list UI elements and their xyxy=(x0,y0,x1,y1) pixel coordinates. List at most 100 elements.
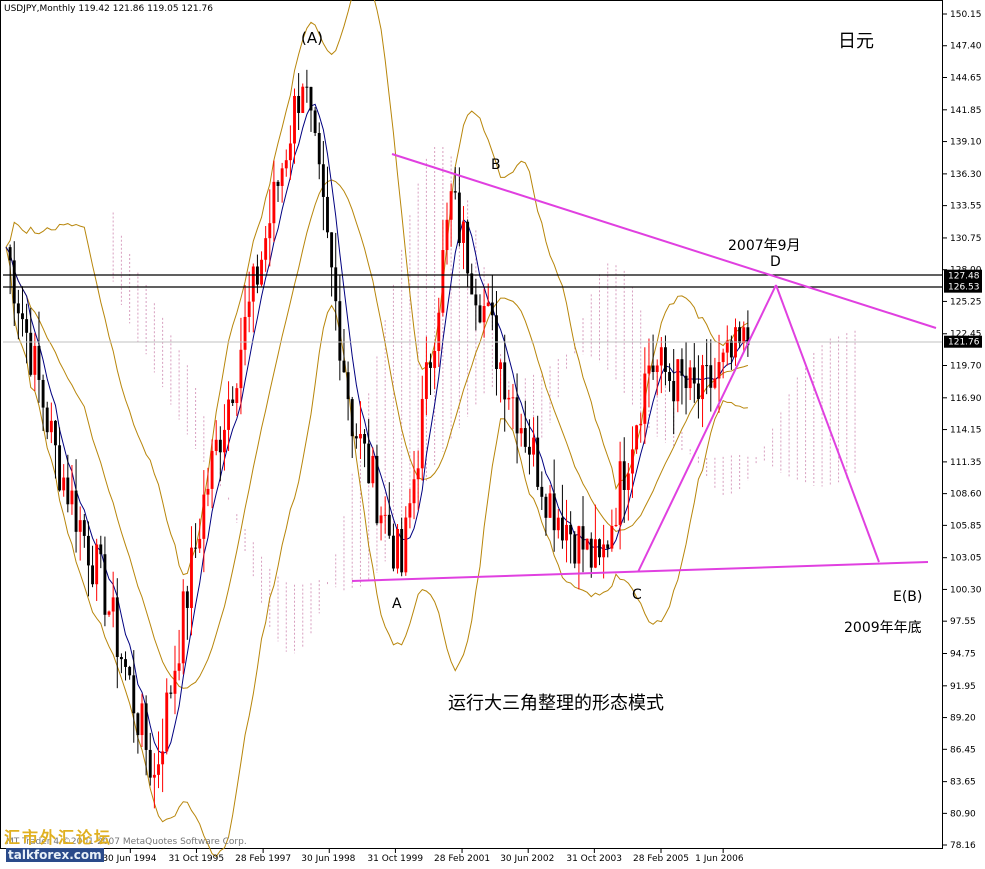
copyright-text: MT Trader 4 ©2001-2007 MetaQuotes Softwa… xyxy=(6,837,247,847)
candle-body xyxy=(214,439,218,451)
candle-body xyxy=(70,490,74,505)
x-tick-label: 30 Jun 1994 xyxy=(102,854,156,864)
candle-body xyxy=(618,461,622,525)
candle-body xyxy=(639,423,643,426)
candle-body xyxy=(49,420,53,433)
candle-body xyxy=(62,477,66,491)
candle-body xyxy=(400,528,404,573)
date-e-label: 2009年年底 xyxy=(844,620,922,636)
candle-body xyxy=(359,434,362,439)
point-b-label: B xyxy=(491,157,501,173)
price-tag-label: 121.76 xyxy=(948,338,980,348)
candle-body xyxy=(8,247,12,261)
candle-body xyxy=(243,316,247,350)
candle-body xyxy=(272,181,276,224)
candle-body xyxy=(527,446,531,455)
candle-body xyxy=(416,468,420,480)
candle-body xyxy=(701,365,704,400)
point-e-label: E(B) xyxy=(893,589,923,605)
candle-body xyxy=(198,538,202,549)
x-tick-label: 1 Jun 2006 xyxy=(695,854,744,864)
candle-body xyxy=(157,764,160,775)
candle-body xyxy=(260,259,263,285)
candle-body xyxy=(231,399,235,403)
candle-body xyxy=(622,461,626,490)
candle-body xyxy=(457,192,461,243)
candle-body xyxy=(115,597,119,658)
candle-body xyxy=(169,692,173,694)
candle-body xyxy=(181,591,185,664)
candle-body xyxy=(119,657,123,660)
candle-body xyxy=(148,749,152,778)
candle-body xyxy=(190,547,193,608)
x-tick-label: 28 Feb 2001 xyxy=(434,854,490,864)
y-tick-label: 91.95 xyxy=(950,682,976,692)
candle-body xyxy=(696,383,700,400)
y-tick-label: 80.90 xyxy=(950,809,976,819)
candle-body xyxy=(474,294,478,306)
candle-body xyxy=(643,373,647,424)
candle-body xyxy=(490,302,494,316)
chart-border xyxy=(0,0,943,849)
candle-body xyxy=(387,514,391,536)
candle-body xyxy=(33,345,37,375)
candle-body xyxy=(552,493,556,531)
candle-body xyxy=(713,378,717,388)
candle-body xyxy=(82,520,86,536)
candle-body xyxy=(593,539,597,568)
candle-body xyxy=(565,524,568,541)
candle-body xyxy=(466,221,470,274)
y-tick-label: 122.45 xyxy=(950,330,982,340)
candle-body xyxy=(412,479,416,504)
candle-body xyxy=(672,380,676,402)
candle-body xyxy=(25,319,29,333)
candle-body xyxy=(420,398,424,469)
price-tag xyxy=(944,280,982,293)
y-tick-label: 130.75 xyxy=(950,234,982,244)
chart-header: USDJPY,Monthly 119.42 121.86 119.05 121.… xyxy=(4,4,213,14)
x-tick-label: 31 Oct 2003 xyxy=(566,854,622,864)
candle-body xyxy=(111,597,115,612)
candle-body xyxy=(404,517,408,573)
candle-body xyxy=(437,312,441,352)
candle-body xyxy=(107,611,111,615)
currency-label: 日元 xyxy=(838,31,874,52)
candle-body xyxy=(251,266,255,302)
y-tick-label: 147.40 xyxy=(950,42,982,52)
x-tick-label: 30 Jun 1998 xyxy=(301,854,355,864)
candle-body xyxy=(173,670,177,694)
x-axis: 30 Jun 1994 31 Oct 1995 28 Feb 1997 30 Jun … xyxy=(102,849,744,864)
candle-body xyxy=(41,379,45,408)
candle-body xyxy=(124,659,127,667)
candle-body xyxy=(103,554,107,615)
candle-body xyxy=(486,302,490,307)
y-tick-label: 108.60 xyxy=(950,490,982,500)
peak-a-label: (A) xyxy=(301,29,323,47)
candle-body xyxy=(441,250,445,313)
x-tick-label: 31 Oct 1995 xyxy=(168,854,224,864)
candle-body xyxy=(614,524,618,526)
candle-body xyxy=(185,591,189,608)
candle-body xyxy=(317,132,321,165)
candle-body xyxy=(581,526,585,550)
candle-body xyxy=(532,437,536,455)
x-tick-label: 30 Jun 2002 xyxy=(500,854,554,864)
watermark-en: talkforex.com xyxy=(6,848,104,862)
candle-body xyxy=(29,332,33,375)
candle-body xyxy=(482,306,486,323)
y-tick-label: 94.75 xyxy=(950,649,976,659)
candle-body xyxy=(606,544,610,549)
candle-body xyxy=(235,388,239,403)
y-tick-label: 83.65 xyxy=(950,778,976,788)
candle-body xyxy=(544,496,548,518)
candle-body xyxy=(95,544,99,585)
lower-trendline xyxy=(351,561,929,582)
candle-body xyxy=(371,455,375,484)
candle-body xyxy=(54,420,57,446)
candle-body xyxy=(664,347,667,372)
y-tick-label: 97.55 xyxy=(950,617,976,627)
price-tag-label: 127.48 xyxy=(948,272,980,282)
triangle-trendlines xyxy=(351,153,937,582)
candle-body xyxy=(515,397,519,434)
candle-body xyxy=(264,238,268,260)
